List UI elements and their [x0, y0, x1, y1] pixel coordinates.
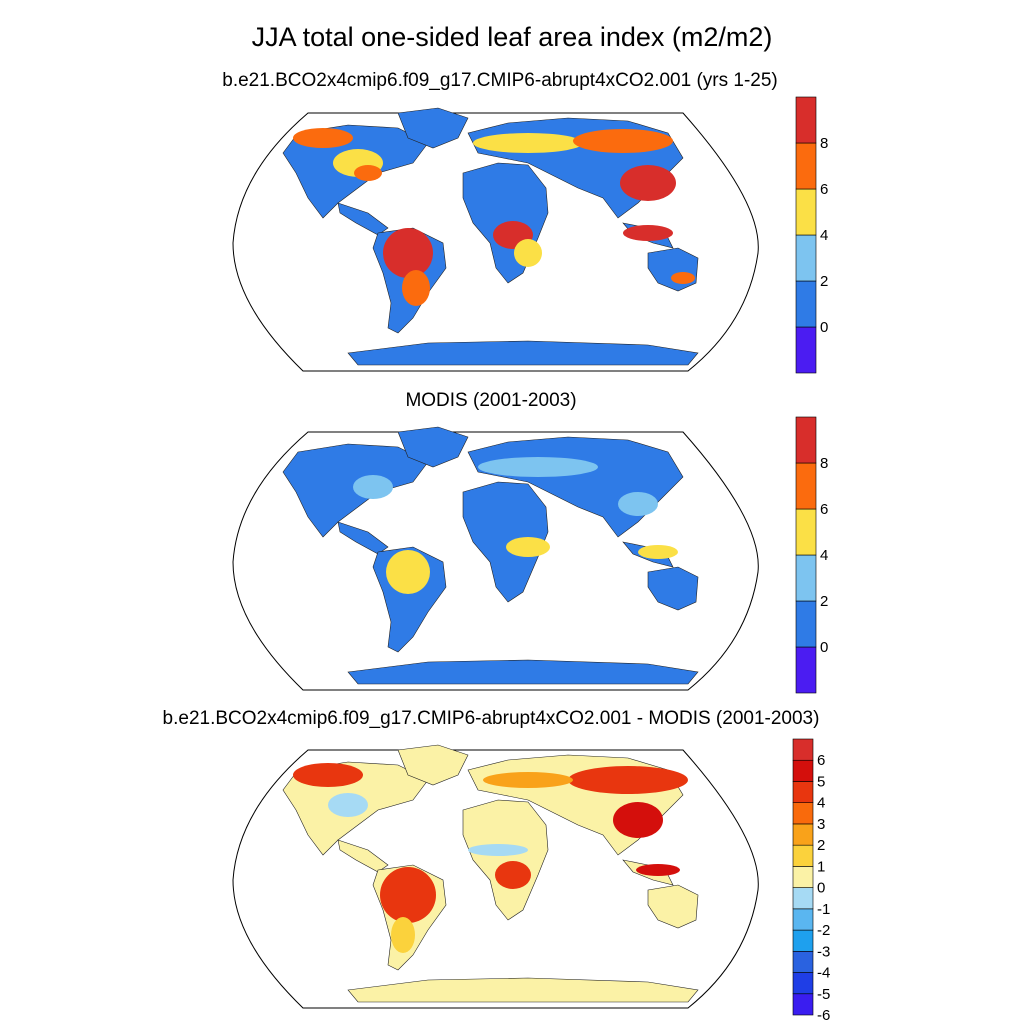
colorbar-segment — [792, 844, 814, 867]
colorbar-tick-label: 4 — [820, 227, 828, 244]
map-panel-2 — [232, 426, 759, 691]
colorbar-tick-label: 0 — [820, 639, 828, 656]
land-patches — [293, 763, 688, 953]
colorbar-segment — [792, 951, 814, 973]
map-panel-1 — [232, 107, 759, 372]
colorbar-segment — [795, 142, 817, 190]
colorbar-segment — [792, 866, 814, 888]
figure-title: JJA total one-sided leaf area index (m2/… — [251, 22, 773, 52]
colorbar-segment — [795, 234, 817, 282]
colorbar-segment — [795, 646, 817, 694]
colorbar-tick-label: 8 — [820, 135, 828, 152]
colorbar-panel-1: 0 2 4 6 8 — [795, 96, 828, 374]
land-patches — [353, 457, 678, 594]
colorbar-segment — [792, 802, 814, 825]
colorbar-segment — [792, 759, 814, 782]
colorbar-tick-label: 6 — [820, 501, 828, 518]
colorbar-tick-label: 0 — [820, 319, 828, 336]
colorbar-segment — [792, 738, 814, 761]
colorbar-segment — [795, 508, 817, 556]
panel-3-subtitle: b.e21.BCO2x4cmip6.f09_g17.CMIP6-abrupt4x… — [162, 708, 820, 729]
colorbar-segment — [792, 908, 814, 931]
colorbar-tick-label: 6 — [817, 752, 825, 769]
colorbar-tick-label: 4 — [820, 547, 828, 564]
colorbar-tick-label: -5 — [817, 986, 830, 1003]
colorbar-tick-label: -6 — [817, 1007, 830, 1024]
land-patches — [293, 128, 695, 306]
colorbar-tick-label: 5 — [817, 773, 825, 790]
map-panel-3 — [232, 744, 759, 1009]
colorbar-tick-label: 3 — [817, 816, 825, 833]
colorbar-tick-label: -4 — [817, 965, 830, 982]
colorbar-segment — [795, 96, 817, 144]
colorbar-segment — [795, 554, 817, 602]
colorbar-tick-label: 1 — [817, 858, 825, 875]
colorbar-segment — [792, 781, 814, 803]
colorbar-tick-label: 8 — [820, 455, 828, 472]
colorbar-tick-label: 2 — [820, 593, 828, 610]
colorbar-segment — [795, 600, 817, 648]
colorbar-segment — [792, 823, 814, 846]
colorbar-panel-2: 0 2 4 6 8 — [795, 416, 828, 694]
panel-1-subtitle: b.e21.BCO2x4cmip6.f09_g17.CMIP6-abrupt4x… — [222, 70, 778, 91]
panel-2-subtitle: MODIS (2001-2003) — [405, 390, 577, 411]
colorbar-tick-label: 2 — [817, 837, 825, 854]
colorbar-segment — [792, 887, 814, 910]
colorbar-segment — [792, 929, 814, 952]
colorbar-tick-label: -3 — [817, 943, 830, 960]
colorbar-segment — [792, 972, 814, 995]
colorbar-segment — [792, 993, 814, 1016]
colorbar-segment — [795, 188, 817, 236]
colorbar-segment — [795, 462, 817, 510]
colorbar-tick-label: -1 — [817, 901, 830, 918]
colorbar-segment — [795, 280, 817, 328]
colorbar-segment — [795, 326, 817, 374]
colorbar-tick-label: 4 — [817, 795, 825, 812]
colorbar-tick-label: 0 — [817, 880, 825, 897]
colorbar-tick-label: -2 — [817, 922, 830, 939]
colorbar-tick-label: 6 — [820, 181, 828, 198]
colorbar-tick-label: 2 — [820, 273, 828, 290]
colorbar-segment — [795, 416, 817, 464]
colorbar-panel-3: 6 5 4 3 2 1 0 -1 -2 -3 -4 -5 -6 — [792, 738, 830, 1024]
